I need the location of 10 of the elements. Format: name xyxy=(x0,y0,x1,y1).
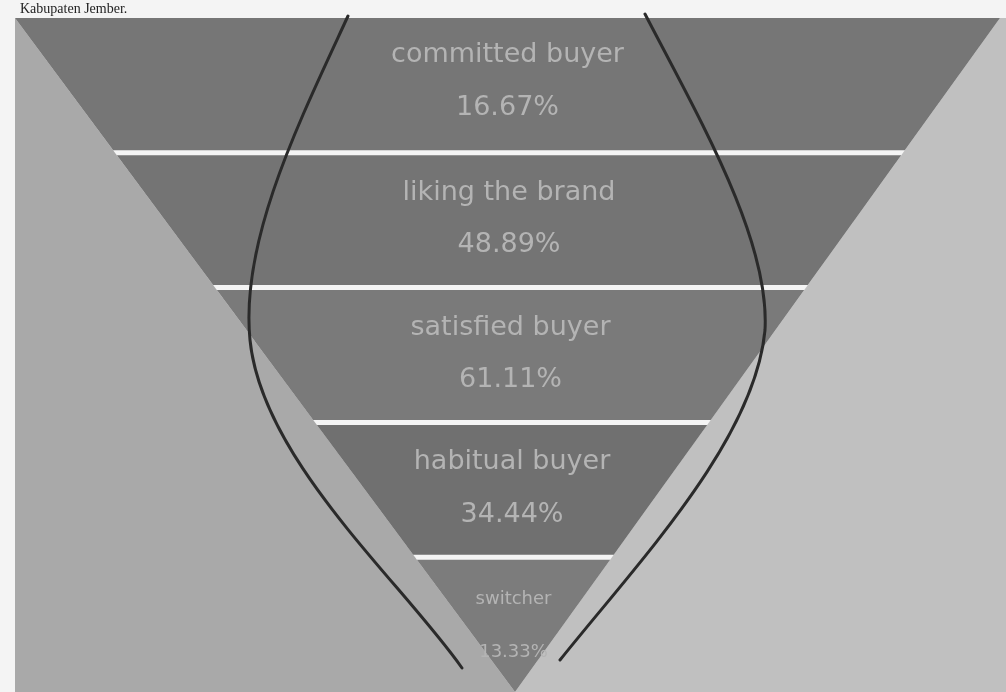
data-label: 61.11% xyxy=(459,362,562,394)
data-label: 16.67% xyxy=(456,90,559,122)
category-label: switcher xyxy=(475,587,553,609)
category-label: habitual buyer xyxy=(413,444,612,476)
text: Kabupaten Jember. xyxy=(20,1,128,16)
category-label: satisfied buyer xyxy=(410,309,612,341)
data-label: 48.89% xyxy=(457,227,561,259)
data-label: 34.44% xyxy=(460,496,564,528)
category-label: liking the brand xyxy=(402,174,616,206)
category-label: committed buyer xyxy=(391,37,625,69)
